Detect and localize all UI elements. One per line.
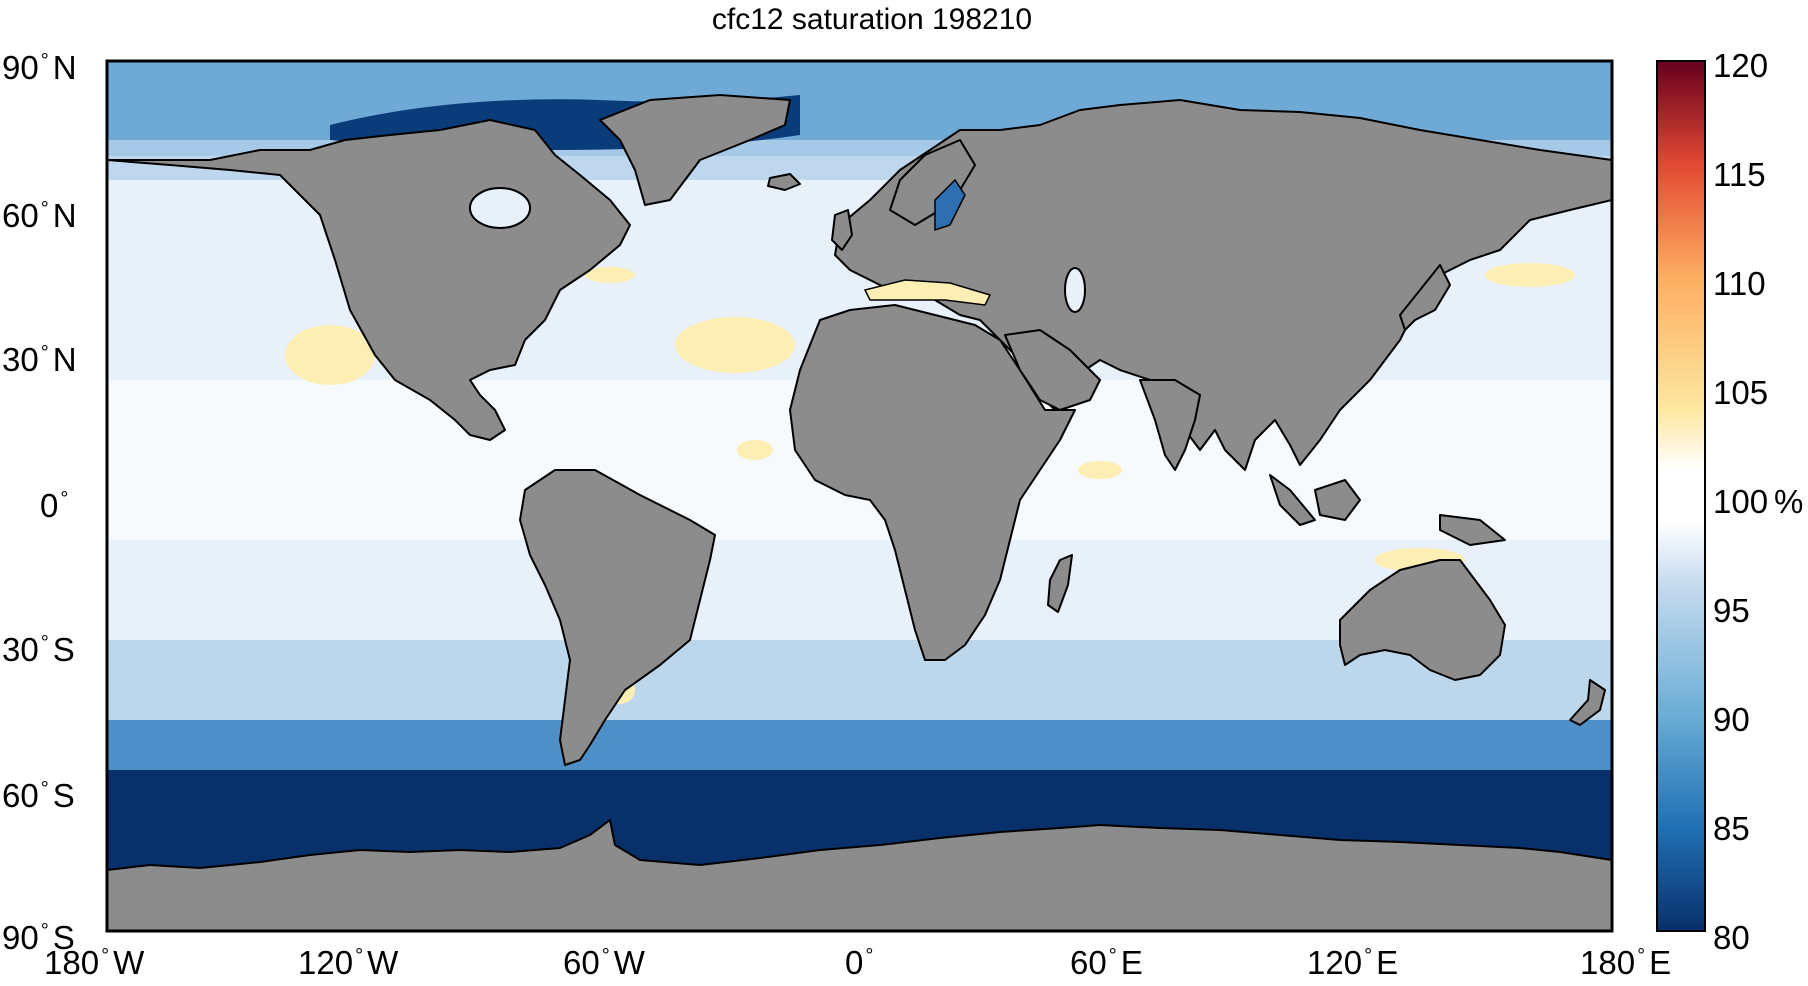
borneo (1314, 479, 1361, 521)
antarctica (107, 819, 1612, 931)
iceland (767, 173, 801, 191)
lat-label-90s: 90 ° S (2, 919, 75, 956)
colorbar-tick-95: 95 (1713, 592, 1750, 629)
north-atlantic-patch (675, 317, 795, 373)
india (1139, 379, 1201, 471)
lat-label-60s: 60 ° S (2, 777, 75, 814)
baltic-sea (934, 178, 966, 232)
greenland (599, 94, 791, 206)
caspian-sea (1064, 267, 1086, 313)
north-pacific-patch (285, 325, 375, 385)
colorbar-tick-90: 90 (1713, 701, 1750, 738)
sumatra (1269, 474, 1316, 526)
hudson-bay (469, 187, 531, 229)
lon-label-180e: 180 ° E (1580, 944, 1672, 981)
british-isles (831, 209, 853, 251)
eurasia (834, 99, 1612, 471)
lat-label-90n: 90 ° N (2, 49, 77, 86)
lon-label-60w: 60 ° W (563, 944, 645, 981)
colorbar-tick-80: 80 (1713, 919, 1750, 956)
lon-label-60e: 60 ° E (1070, 944, 1143, 981)
map-title: cfc12 saturation 198210 (711, 3, 1033, 36)
colorbar-tick-85: 85 (1713, 810, 1750, 847)
scandinavia (889, 139, 976, 226)
colorbar-unit: % (1774, 483, 1804, 520)
lat-label-0: 0 ° (40, 487, 69, 524)
colorbar (1656, 60, 1706, 932)
madagascar (1047, 554, 1073, 613)
lon-label-0: 0 ° (845, 944, 874, 981)
new-guinea (1439, 514, 1506, 546)
japan (1399, 264, 1451, 331)
lat-label-30n: 30 ° N (2, 341, 77, 378)
lat-label-60n: 60 ° N (2, 197, 77, 234)
colorbar-tick-115: 115 (1713, 156, 1766, 193)
southern-ocean-band (107, 720, 1612, 770)
africa (789, 304, 1076, 661)
australia (1339, 559, 1506, 681)
lat-label-30s: 30 ° S (2, 631, 75, 668)
mediterranean-sea (863, 279, 992, 306)
lon-label-120w: 120 ° W (298, 944, 399, 981)
south-america (519, 469, 716, 766)
colorbar-tick-120: 120 (1713, 47, 1769, 84)
new-zealand (1569, 679, 1606, 726)
lon-label-180w: 180 ° W (44, 944, 145, 981)
map-frame (105, 59, 1614, 933)
colorbar-tick-110: 110 (1713, 265, 1766, 302)
lon-label-120e: 120 ° E (1307, 944, 1399, 981)
colorbar-tick-100: 100 (1713, 483, 1769, 520)
colorbar-tick-105: 105 (1713, 374, 1769, 411)
arabia (1004, 329, 1101, 411)
